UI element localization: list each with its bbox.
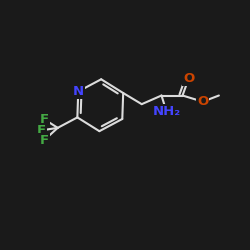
Text: O: O — [197, 95, 208, 108]
Text: N: N — [73, 85, 84, 98]
Text: F: F — [37, 124, 46, 137]
Text: NH₂: NH₂ — [152, 105, 180, 118]
Text: F: F — [40, 134, 49, 147]
Text: F: F — [40, 113, 49, 126]
Text: O: O — [183, 72, 194, 85]
